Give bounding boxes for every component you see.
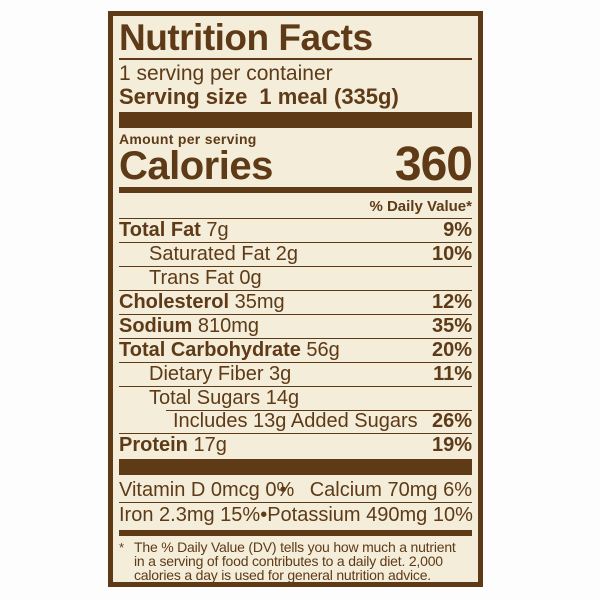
nutrient-daily-value: 20% bbox=[431, 339, 472, 361]
nutrient-daily-value: 19% bbox=[431, 434, 472, 456]
servings-per-container: 1 serving per container bbox=[119, 62, 333, 85]
nutrient-amount: 810mg bbox=[192, 315, 260, 337]
serving-size-row: Serving size 1 meal (335g) bbox=[119, 86, 472, 112]
nutrient-row: Total Fat 7g 9% bbox=[119, 219, 472, 243]
nutrient-daily-value: 9% bbox=[443, 219, 472, 241]
nutrient-row: Cholesterol 35mg 12% bbox=[119, 291, 472, 315]
separator-bar-top bbox=[119, 112, 472, 128]
rule-under-calories bbox=[119, 187, 472, 193]
footnote-line: in a serving of food contributes to a da… bbox=[134, 552, 443, 569]
nutrient-name: Dietary Fiber bbox=[149, 363, 264, 385]
nutrient-amount: 56g bbox=[300, 339, 340, 361]
nutrient-rows: Total Fat 7g 9% Saturated Fat 2g 10% Trans F… bbox=[119, 219, 472, 457]
nutrient-amount: 7g bbox=[200, 219, 229, 241]
micronutrient-right: Potassium 490mg 10% bbox=[267, 504, 473, 526]
label-title: Nutrition Facts bbox=[119, 19, 472, 60]
nutrient-name: Protein bbox=[119, 434, 188, 456]
nutrient-row: Saturated Fat 2g 10% bbox=[119, 243, 472, 267]
nutrient-amount: 35mg bbox=[229, 291, 285, 313]
footnote-line: The % Daily Value (DV) tells you how muc… bbox=[134, 539, 456, 555]
nutrient-name: Saturated Fat bbox=[149, 243, 271, 265]
nutrient-row: Total Sugars 14g bbox=[119, 387, 472, 410]
nutrient-row: Total Carbohydrate 56g 20% bbox=[119, 339, 472, 363]
nutrient-name: Total Sugars bbox=[149, 387, 261, 409]
daily-value-header: % Daily Value* bbox=[119, 193, 472, 219]
micronutrient-right: Calcium 70mg 6% bbox=[309, 479, 472, 501]
nutrient-daily-value: 10% bbox=[431, 243, 472, 265]
nutrient-name: Cholesterol bbox=[119, 291, 230, 313]
footnote-text: The % Daily Value (DV) tells you how muc… bbox=[134, 539, 456, 583]
calories-row: Calories 360 bbox=[119, 138, 473, 191]
nutrient-daily-value: 35% bbox=[431, 315, 472, 337]
calories-value: 360 bbox=[394, 138, 473, 191]
footnote-asterisk: * bbox=[119, 540, 125, 555]
nutrient-daily-value: 12% bbox=[431, 291, 472, 313]
serving-size-value: 1 meal (335g) bbox=[259, 84, 399, 109]
micronutrient-row: Iron 2.3mg 15% • Potassium 490mg 10% bbox=[119, 502, 473, 527]
nutrient-amount: 0g bbox=[233, 267, 262, 289]
nutrient-amount: 14g bbox=[260, 387, 300, 409]
micronutrient-row: Vitamin D 0mcg 0% • Calcium 70mg 6% bbox=[119, 478, 472, 502]
nutrient-name: Trans Fat bbox=[149, 267, 234, 289]
nutrient-row: Trans Fat 0g bbox=[119, 267, 472, 291]
micronutrient-left: Iron 2.3mg 15% bbox=[119, 504, 261, 526]
nutrient-daily-value: 11% bbox=[433, 363, 472, 385]
nutrient-name: Sodium bbox=[119, 315, 193, 337]
nutrient-amount: 3g bbox=[263, 363, 292, 385]
nutrient-row: Dietary Fiber 3g 11% bbox=[119, 363, 472, 387]
footnote: * The % Daily Value (DV) tells you how m… bbox=[119, 536, 472, 582]
nutrient-daily-value: 26% bbox=[431, 410, 472, 432]
calories-label: Calories bbox=[119, 144, 273, 188]
nutrient-row: Sodium 810mg 35% bbox=[119, 315, 472, 339]
nutrient-name: Total Fat bbox=[119, 219, 201, 241]
nutrient-amount: 17g bbox=[187, 434, 227, 456]
bullet-separator: • bbox=[279, 479, 287, 501]
serving-size-label: Serving size bbox=[119, 84, 248, 109]
nutrient-name: Total Carbohydrate bbox=[119, 339, 301, 361]
nutrient-row: Protein 17g 19% bbox=[119, 434, 472, 457]
separator-bar-bottom bbox=[119, 459, 472, 475]
rule-above-footnote bbox=[119, 530, 472, 536]
nutrient-name: Includes 13g Added Sugars bbox=[173, 410, 418, 432]
nutrition-facts-label: Nutrition Facts 1 serving per container … bbox=[108, 11, 483, 587]
micronutrient-rows: Vitamin D 0mcg 0% • Calcium 70mg 6% Iron 2.… bbox=[119, 475, 473, 527]
bullet-separator: • bbox=[260, 504, 268, 526]
nutrient-amount: 2g bbox=[270, 243, 298, 265]
nutrient-row: Includes 13g Added Sugars 26% bbox=[119, 410, 472, 434]
footnote-line: calories a day is used for general nutri… bbox=[134, 566, 431, 583]
micronutrient-left: Vitamin D 0mcg 0% bbox=[119, 479, 295, 501]
amount-per-serving-label: Amount per serving bbox=[119, 131, 257, 147]
